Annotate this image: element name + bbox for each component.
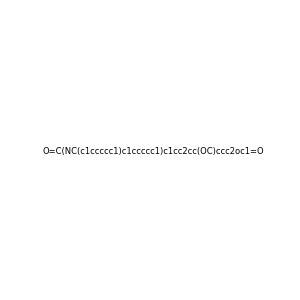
Text: O=C(NC(c1ccccc1)c1ccccc1)c1cc2cc(OC)ccc2oc1=O: O=C(NC(c1ccccc1)c1ccccc1)c1cc2cc(OC)ccc2… (43, 147, 265, 156)
